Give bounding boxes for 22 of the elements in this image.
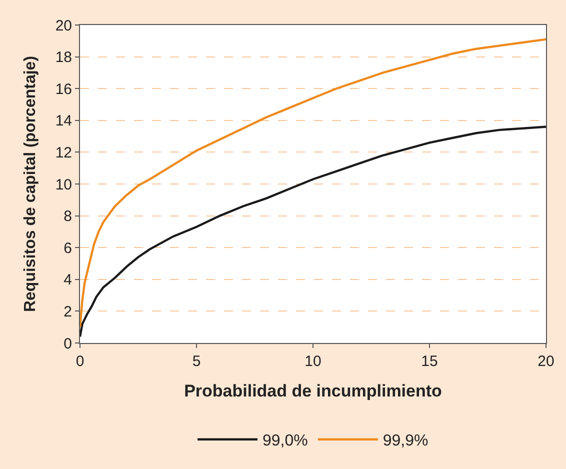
y-tick-label: 10: [55, 176, 72, 194]
y-axis-title: Requisitos de capital (porcentaje): [22, 56, 40, 312]
y-tick-label: 2: [64, 303, 72, 320]
x-tick-label: 0: [76, 353, 84, 370]
x-tick-label: 10: [304, 353, 322, 370]
x-tick-label: 5: [192, 353, 201, 370]
line-series: [80, 126, 546, 338]
y-tick-label: 14: [55, 112, 72, 130]
y-tick-label: 12: [55, 144, 72, 162]
y-tick-label: 8: [64, 208, 72, 226]
x-tick-label: 20: [538, 353, 554, 370]
y-tick-label: 18: [55, 49, 72, 66]
y-tick-label: 6: [64, 240, 72, 257]
y-tick-label: 20: [55, 17, 72, 34]
x-axis-title: Probabilidad de incumplimiento: [184, 381, 442, 400]
legend-label: 99,0%: [262, 432, 308, 450]
line-series: [80, 38, 546, 328]
legend-label: 99,9%: [382, 432, 428, 450]
x-tick-label: 15: [421, 353, 438, 370]
y-tick-label: 16: [55, 80, 72, 98]
y-tick-label: 4: [64, 272, 72, 289]
y-tick-label: 0: [64, 335, 72, 352]
